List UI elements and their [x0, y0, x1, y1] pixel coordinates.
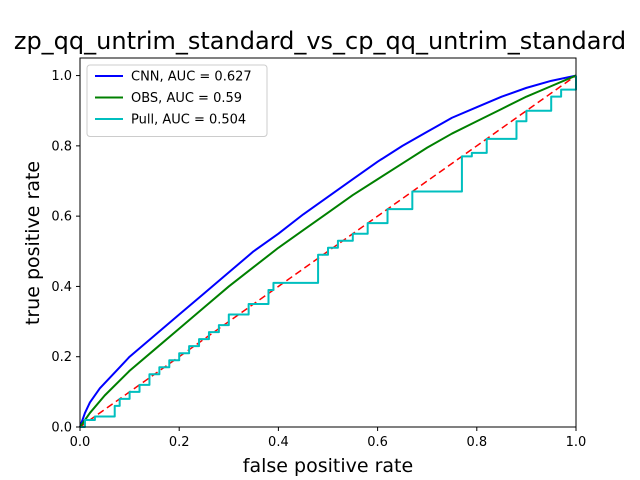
series-layer: [79, 74, 577, 428]
series-line-1: [79, 74, 577, 428]
x-tick-label: 0.6: [367, 435, 388, 450]
series-line-2: [80, 75, 577, 428]
axes-frame: [79, 57, 577, 428]
legend-entry-label: OBS, AUC = 0.59: [131, 91, 242, 106]
x-tick-label: 0.8: [466, 435, 487, 450]
y-tick-label: 0.8: [51, 139, 72, 154]
x-axis-ticks: 0.0 0.2 0.4 0.6 0.8 1.0: [70, 427, 587, 450]
y-axis-ticks: 0.0 0.2 0.4 0.6 0.8 1.0: [51, 69, 80, 436]
y-axis-label: true positive rate: [22, 161, 44, 325]
legend: CNN, AUC = 0.627 OBS, AUC = 0.59 Pull, AUC…: [86, 64, 268, 137]
chart-title: zp_qq_untrim_standard_vs_cp_qq_untrim_st…: [14, 27, 626, 55]
legend-box: [86, 64, 268, 137]
legend-entry-label: CNN, AUC = 0.627: [131, 70, 252, 85]
x-axis-label: false positive rate: [243, 455, 413, 477]
y-tick-label: 0.2: [51, 350, 72, 365]
y-tick-label: 0.6: [51, 210, 72, 225]
y-tick-label: 0.0: [51, 421, 72, 436]
series-line-0: [79, 74, 577, 428]
x-tick-label: 0.4: [268, 435, 289, 450]
y-tick-label: 0.4: [51, 280, 72, 295]
x-tick-label: 0.0: [70, 435, 91, 450]
x-tick-label: 0.2: [169, 435, 190, 450]
x-tick-label: 1.0: [566, 435, 587, 450]
legend-entry-label: Pull, AUC = 0.504: [131, 113, 246, 128]
y-tick-label: 1.0: [51, 69, 72, 84]
